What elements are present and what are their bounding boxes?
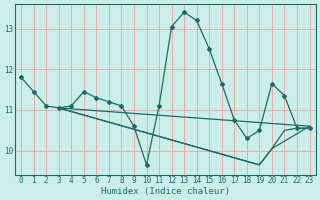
X-axis label: Humidex (Indice chaleur): Humidex (Indice chaleur) <box>101 187 230 196</box>
